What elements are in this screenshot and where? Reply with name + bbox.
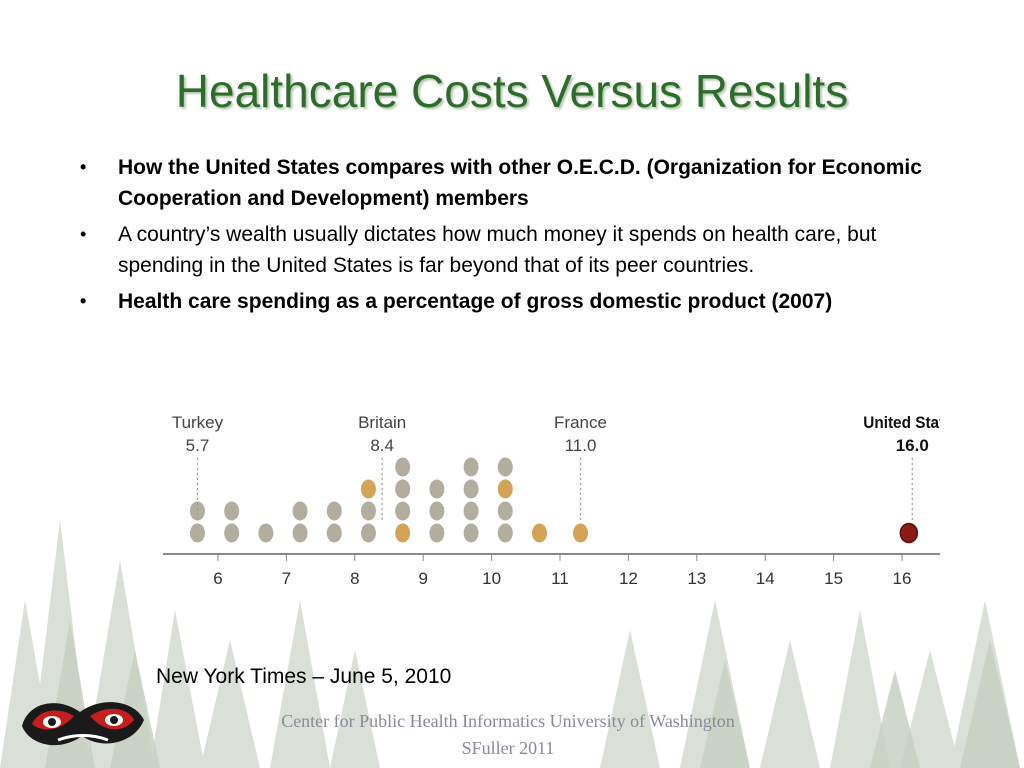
bullet-text: Health care spending as a percentage of …	[118, 290, 833, 313]
country-dot	[360, 501, 376, 521]
country-dot	[463, 501, 479, 521]
us-dot	[899, 522, 919, 544]
bullet-dot: •	[80, 291, 87, 311]
country-dot	[429, 523, 445, 543]
footer-line-1: Center for Public Health Informatics Uni…	[281, 711, 735, 731]
country-dot	[395, 523, 411, 543]
annotation-value: 16.0	[896, 436, 929, 455]
country-dot	[326, 501, 342, 521]
country-dot	[497, 457, 513, 477]
bullet-text: A country’s wealth usually dictates how …	[118, 223, 877, 277]
bullet-text: How the United States compares with othe…	[118, 156, 922, 210]
x-tick-label: 16	[893, 569, 912, 588]
country-dot	[395, 479, 411, 499]
footer: Center for Public Health Informatics Uni…	[200, 708, 816, 762]
country-dot	[573, 523, 589, 543]
x-tick-label: 9	[418, 569, 427, 588]
bullet-item: • Health care spending as a percentage o…	[78, 286, 938, 317]
annotation-value: 11.0	[565, 436, 597, 455]
bullet-dot: •	[80, 224, 87, 244]
annotation-label: Turkey	[172, 413, 224, 432]
country-dot	[429, 501, 445, 521]
x-tick-label: 14	[756, 569, 775, 588]
annotation-value: 8.4	[370, 436, 394, 455]
bullet-item: • A country’s wealth usually dictates ho…	[78, 219, 938, 281]
country-dot	[224, 501, 240, 521]
slide-title: Healthcare Costs Versus Results	[175, 65, 849, 117]
country-dot	[360, 479, 376, 499]
annotation-value: 5.7	[186, 436, 210, 455]
country-dot	[258, 523, 274, 543]
x-tick-label: 7	[282, 569, 291, 588]
annotation-label: France	[554, 413, 607, 432]
footer-line-2: SFuller 2011	[461, 738, 555, 758]
country-dot	[497, 479, 513, 499]
x-tick-label: 13	[687, 569, 706, 588]
annotation-label: Britain	[358, 413, 406, 432]
dot-chart-svg: 6 7 8 9 10 11 12 13 14 15 16 Turkey 5.7 Britain 8.4 Fra…	[163, 413, 940, 588]
x-tick-label: 6	[213, 569, 222, 588]
country-dot	[429, 479, 445, 499]
country-dot	[189, 501, 205, 521]
bullet-item: • How the United States compares with ot…	[78, 152, 938, 214]
x-tick-label: 10	[482, 569, 501, 588]
country-dot	[395, 457, 411, 477]
country-dot	[292, 523, 308, 543]
country-dot	[326, 523, 342, 543]
country-dot	[497, 501, 513, 521]
annotation-label: United States	[863, 413, 940, 432]
country-dot	[360, 523, 376, 543]
bullet-dot: •	[80, 157, 87, 177]
country-dot	[463, 523, 479, 543]
logo-icon	[22, 702, 144, 746]
country-dot	[531, 523, 547, 543]
x-tick-label: 12	[619, 569, 638, 588]
bullet-list: • How the United States compares with ot…	[78, 152, 938, 322]
country-dot	[292, 501, 308, 521]
country-dot	[497, 523, 513, 543]
source-citation: New York Times – June 5, 2010	[156, 665, 452, 688]
x-tick-label: 8	[350, 569, 359, 588]
x-tick-label: 11	[551, 569, 569, 588]
country-dot	[463, 479, 479, 499]
country-dot	[463, 457, 479, 477]
country-dot	[189, 523, 205, 543]
country-dot	[224, 523, 240, 543]
x-tick-label: 15	[824, 569, 843, 588]
country-dot	[395, 501, 411, 521]
dot-chart: 6 7 8 9 10 11 12 13 14 15 16 Turkey 5.7 Britain 8.4 Fra…	[163, 402, 940, 594]
